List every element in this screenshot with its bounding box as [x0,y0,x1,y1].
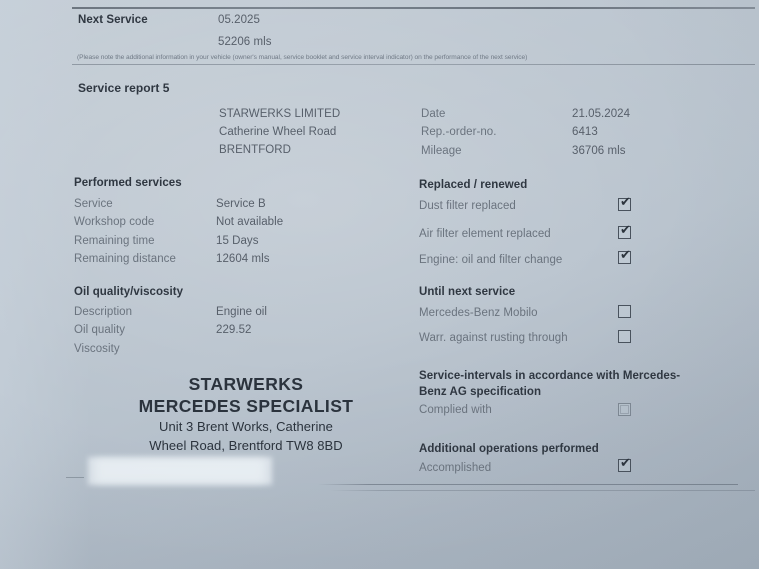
performed-services-heading: Performed services [74,177,182,189]
date-value: 21.05.2024 [572,108,631,120]
replaced-item-label-1: Air filter element replaced [419,228,551,240]
oil-quality-label-1: Oil quality [74,324,126,336]
next-service-note: (Please note the additional information … [77,54,528,61]
additional-operations-item-label-0: Accomplished [419,462,492,474]
mileage-label: Mileage [421,145,462,157]
performed-service-label-1: Workshop code [74,216,155,228]
check-icon: ✔ [620,195,631,210]
checkbox-engine-oil-and-filter-change[interactable]: ✔ [618,248,631,264]
service-intervals-item-label-0: Complied with [419,404,492,416]
service-intervals-heading-line1: Service-intervals in accordance with Mer… [419,370,681,382]
performed-service-value-1: Not available [216,216,284,228]
performed-service-value-0: Service B [216,198,266,210]
service-intervals-heading-line2: Benz AG specification [419,386,542,398]
performed-service-label-3: Remaining distance [74,253,176,265]
order-no-label: Rep.-order-no. [421,126,497,138]
redacted-signature-overlay [96,459,264,483]
stamp-line-4: Wheel Road, Brentford TW8 8BD [149,437,343,453]
report-title: Service report 5 [78,81,170,95]
checkbox-accomplished[interactable]: ✔ [618,456,631,472]
until-next-item-label-0: Mercedes-Benz Mobilo [419,307,538,319]
checkbox-dust-filter-replaced[interactable]: ✔ [618,195,631,211]
performed-service-value-2: 15 Days [216,235,259,247]
stamp-line-3: Unit 3 Brent Works, Catherine [159,419,333,435]
additional-operations-heading: Additional operations performed [419,443,599,455]
divider-under-next-service [72,64,755,65]
check-icon: ✔ [620,248,631,263]
check-icon: ✔ [620,456,631,471]
performed-service-value-3: 12604 mls [216,253,270,265]
oil-quality-heading: Oil quality/viscosity [74,286,184,298]
performed-service-label-0: Service [74,198,113,210]
paper-sheen [0,0,90,569]
check-icon: ✔ [620,223,631,238]
checkbox-inner-outline [620,405,629,414]
oil-quality-label-0: Description [74,306,133,318]
mileage-value: 36706 mls [572,145,626,157]
until-next-item-label-1: Warr. against rusting through [419,332,568,344]
replaced-item-label-0: Dust filter replaced [419,200,516,212]
divider-bottom-right [318,484,738,485]
dealer-name: STARWERKS LIMITED [219,108,341,120]
checkbox-complied-with[interactable] [618,403,631,416]
next-service-distance: 52206 mls [218,36,272,48]
signature-line-tick [66,477,84,478]
stamp-line-1: STARWERKS [188,374,304,394]
next-service-date: 05.2025 [218,14,260,26]
checkbox-mercedes-benz-mobilo[interactable] [618,305,631,318]
checkbox-air-filter-element-replaced[interactable]: ✔ [618,223,631,239]
dealer-street: Catherine Wheel Road [219,126,337,138]
oil-quality-label-2: Viscosity [74,343,120,355]
divider-bottom-right-shadow [330,490,755,491]
performed-service-label-2: Remaining time [74,235,155,247]
dealer-city: BRENTFORD [219,144,292,156]
oil-quality-value-1: 229.52 [216,324,252,336]
replaced-renewed-heading: Replaced / renewed [419,179,528,191]
oil-quality-value-0: Engine oil [216,306,268,318]
order-no-value: 6413 [572,126,598,138]
workshop-stamp: STARWERKS MERCEDES SPECIALIST Unit 3 Bre… [110,374,382,454]
stamp-line-2: MERCEDES SPECIALIST [138,395,354,416]
replaced-item-label-2: Engine: oil and filter change [419,254,563,266]
date-label: Date [421,108,446,120]
divider-top [72,7,755,9]
next-service-label: Next Service [78,14,148,26]
until-next-service-heading: Until next service [419,286,516,298]
checkbox-warranty-against-rusting-through[interactable] [618,330,631,343]
